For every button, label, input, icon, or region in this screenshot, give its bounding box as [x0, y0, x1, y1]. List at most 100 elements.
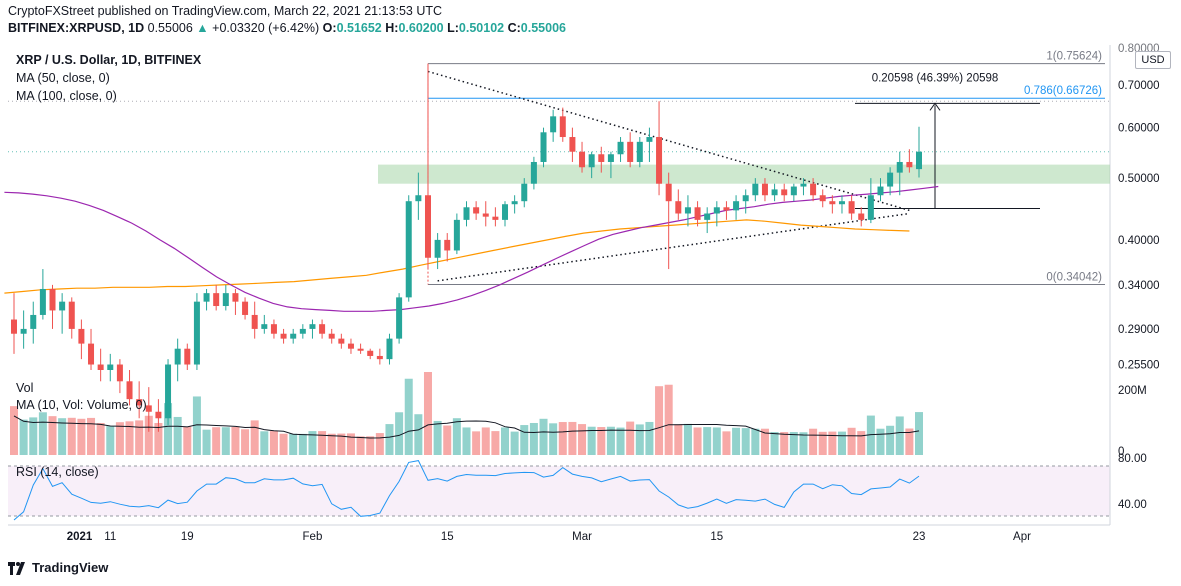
candle-body	[530, 161, 537, 184]
candle-body	[97, 364, 104, 370]
volume-bar	[693, 427, 702, 455]
candle-body	[790, 186, 797, 196]
candle-body	[107, 364, 114, 370]
volume-bar	[212, 427, 221, 455]
price-tick-label: 0.40000	[1118, 235, 1160, 247]
candle-body	[579, 151, 586, 168]
candle-body	[405, 201, 412, 298]
time-tick-label: 23	[913, 531, 926, 543]
volume-bar	[96, 422, 105, 455]
volume-bar	[683, 423, 692, 455]
volume-bar	[886, 425, 895, 455]
candle-body	[78, 328, 85, 344]
volume-bar	[48, 416, 57, 455]
volume-bar	[29, 417, 38, 455]
candle-body	[656, 137, 663, 184]
candle-body	[482, 213, 489, 217]
candle-body	[396, 297, 403, 339]
candle-body	[155, 411, 162, 419]
volume-bar	[760, 428, 769, 455]
volume-bar	[346, 433, 355, 455]
volume-bar	[260, 431, 269, 455]
volume-bar	[173, 416, 182, 455]
open-value: 0.51652	[336, 21, 382, 35]
candle-body	[328, 333, 335, 339]
volume-bar	[741, 428, 750, 455]
candle-body	[627, 141, 634, 162]
currency-button[interactable]: USD	[1135, 51, 1171, 69]
volume-bar	[241, 429, 250, 455]
volume-bar	[106, 426, 115, 455]
candle-body	[116, 364, 123, 382]
candle-body	[20, 328, 27, 334]
volume-bar	[202, 429, 211, 455]
volume-bar	[751, 428, 760, 455]
candle-body	[444, 239, 451, 251]
symbol-label: BITFINEX:XRPUSD, 1D	[8, 21, 145, 35]
volume-bar	[183, 426, 192, 455]
candle-body	[213, 293, 220, 307]
volume-bar	[510, 431, 519, 455]
candle-body	[347, 343, 354, 349]
candle-body	[88, 343, 95, 365]
candle-body	[723, 207, 730, 211]
candle-body	[290, 333, 297, 339]
volume-bar	[298, 433, 307, 455]
candle-body	[916, 151, 922, 170]
volume-bar	[481, 427, 490, 455]
volume-bar	[269, 431, 278, 455]
time-tick-label: 2021	[67, 531, 93, 543]
volume-bar	[828, 431, 837, 455]
volume-bar	[837, 431, 846, 455]
candle-body	[906, 161, 913, 168]
volume-bar	[587, 426, 596, 455]
volume-bar	[712, 427, 721, 455]
candle-body	[136, 399, 143, 406]
candle-body	[145, 405, 152, 412]
candle-body	[434, 239, 441, 258]
candle-body	[819, 195, 826, 202]
candle-body	[184, 348, 191, 365]
volume-bar	[423, 372, 432, 455]
candle-body	[761, 183, 768, 196]
volume-bar	[578, 424, 587, 455]
lower-trendline	[437, 212, 910, 282]
candle-body	[126, 381, 133, 400]
volume-bar	[87, 417, 96, 455]
candle-body	[49, 288, 56, 311]
volume-bar	[318, 431, 327, 455]
rsi-tick-label: 80.00	[1118, 453, 1147, 465]
volume-bar	[809, 428, 818, 455]
volume-legend: Vol	[16, 381, 34, 395]
candle-body	[713, 207, 720, 214]
price-tick-label: 0.25500	[1118, 360, 1160, 372]
volume-bar	[404, 378, 413, 455]
volume-bar	[664, 384, 673, 455]
volume-bar	[356, 436, 365, 455]
volume-bar	[19, 419, 28, 455]
candle-body	[270, 324, 277, 334]
candle-body	[242, 301, 249, 315]
measure-arrow-head	[929, 102, 941, 111]
price-tick-label: 0.50000	[1118, 173, 1160, 185]
tradingview-brand: TradingView	[8, 560, 109, 576]
volume-bar	[414, 414, 423, 455]
candle-body	[453, 219, 460, 251]
candle-body	[704, 213, 711, 220]
price-tick-label: 0.70000	[1118, 80, 1160, 92]
candle-body	[810, 183, 817, 196]
brand-name: TradingView	[32, 560, 109, 575]
volume-bar	[645, 421, 654, 455]
tradingview-logo-icon	[8, 562, 25, 576]
volume-bar	[77, 418, 86, 455]
low-value: 0.50102	[458, 21, 505, 35]
ma100-legend: MA (100, close, 0)	[16, 89, 117, 103]
volume-bar	[192, 396, 201, 455]
candle-body	[521, 183, 528, 202]
candle-body	[463, 207, 470, 220]
volume-bar	[327, 433, 336, 455]
candle-body	[598, 154, 605, 162]
candle-body	[280, 333, 287, 339]
candle-body	[752, 183, 759, 196]
